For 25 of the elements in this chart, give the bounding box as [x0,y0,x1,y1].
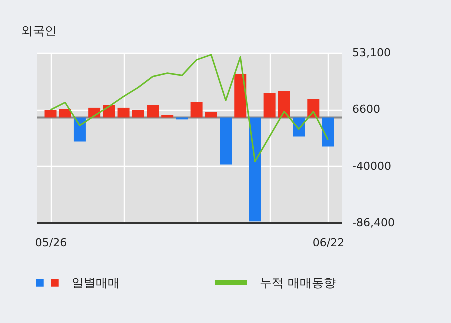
y-tick-label: -40000 [352,160,392,173]
bar [205,112,218,118]
bar [264,92,276,118]
y-tick-label: 53,100 [352,46,391,60]
bar [44,110,57,118]
x-tick-label: 05/26 [35,236,68,250]
bar [162,115,174,118]
bar [190,102,203,118]
legend-label: 일별매매 [72,276,120,290]
bar [118,108,130,118]
bar [146,105,159,118]
bar [132,110,144,118]
y-tick-label: 6600 [352,103,380,116]
legend-label: 누적 매매동향 [260,276,336,290]
bar [249,118,262,222]
chart-title: 외국인 [21,24,57,38]
bar [278,91,290,118]
bar [322,118,334,147]
bar [74,118,86,142]
bar [59,109,72,118]
bar [234,74,247,118]
y-tick-label: -86,400 [352,216,395,230]
x-tick-label: 06/22 [312,236,345,250]
line-series [50,54,329,162]
bar [220,118,232,165]
